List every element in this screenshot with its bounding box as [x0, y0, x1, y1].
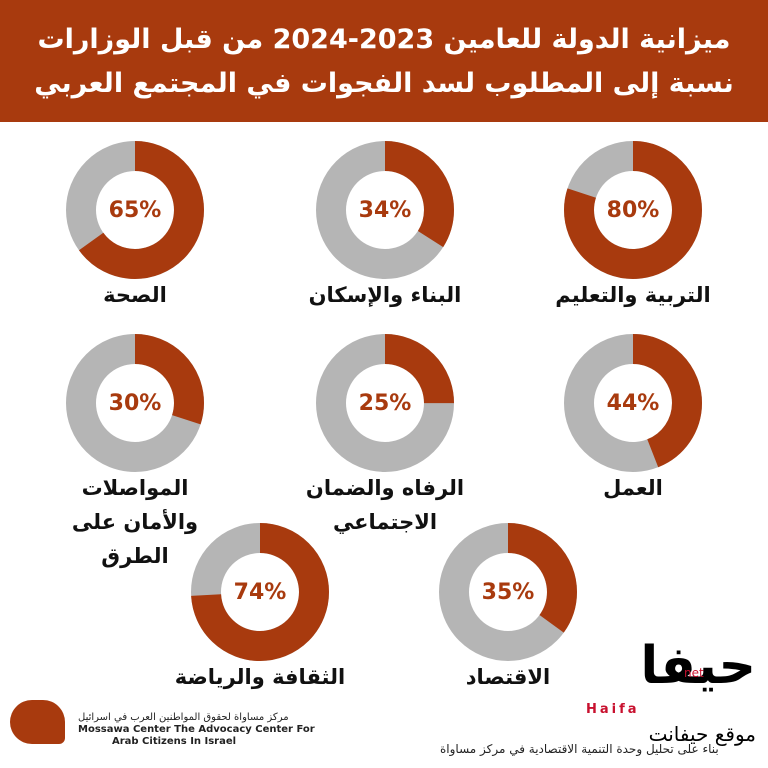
value-label: 80%	[607, 198, 660, 223]
value-label: 65%	[109, 198, 162, 223]
chart-label: الصحة	[103, 283, 167, 307]
chart-label: الرفاه والضمان الاجتماعي	[305, 476, 465, 534]
chart-label: الثقافة والرياضة	[174, 665, 346, 689]
donut-chart: 44%	[564, 334, 702, 472]
value-arc	[439, 523, 577, 661]
chart-label: العمل	[603, 476, 663, 500]
donut-chart: 35%	[439, 523, 577, 661]
watermark-net: net	[684, 666, 704, 680]
donut-chart: 25%	[316, 334, 454, 472]
value-arc	[316, 141, 454, 279]
value-arc	[564, 141, 702, 279]
chart-label: البناء والإسكان	[308, 283, 462, 307]
org-arabic: مركز مساواة لحقوق المواطنين العرب في اسر…	[78, 712, 289, 723]
value-arc	[66, 334, 204, 472]
value-arc	[191, 523, 329, 661]
donut-chart: 30%	[66, 334, 204, 472]
value-label: 34%	[359, 198, 412, 223]
watermark: حيفا Haifa net موقع حيفانت	[574, 636, 764, 766]
donut-chart: 65%	[66, 141, 204, 279]
value-label: 30%	[109, 391, 162, 416]
value-label: 74%	[234, 580, 287, 605]
title: ميزانية الدولة للعامين 2023-2024 من قبل …	[0, 0, 768, 122]
value-arc	[66, 141, 204, 279]
org-english: Mossawa Center The Advocacy Center For	[78, 724, 315, 735]
chart-label: التربية والتعليم	[555, 283, 711, 307]
value-arc	[316, 334, 454, 472]
chart-label: الاقتصاد	[465, 665, 551, 689]
value-label: 44%	[607, 391, 660, 416]
value-label: 25%	[359, 391, 412, 416]
donut-chart: 74%	[191, 523, 329, 661]
value-label: 35%	[482, 580, 535, 605]
source-note: بناء على تحليل وحدة التنمية الاقتصادية ف…	[440, 742, 719, 756]
donut-chart: 80%	[564, 141, 702, 279]
chart-label: المواصلات والأمان على الطرق	[71, 476, 199, 568]
watermark-logo: حيفا	[640, 636, 756, 696]
donut-chart: 34%	[316, 141, 454, 279]
org-english: Arab Citizens In Israel	[112, 736, 237, 747]
watermark-site: موقع حيفانت	[648, 722, 756, 746]
logo-mark	[10, 700, 65, 744]
watermark-latin: Haifa	[586, 702, 640, 717]
value-arc	[564, 334, 702, 472]
